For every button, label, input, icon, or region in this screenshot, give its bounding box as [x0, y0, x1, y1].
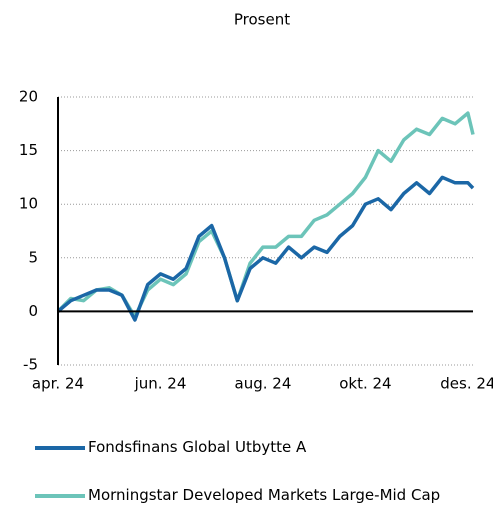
legend-label: Morningstar Developed Markets Large-Mid …: [88, 486, 441, 504]
chart: Prosent -5 0 5 10 15 20 apr. 24 jun. 24 aug. 24 o…: [19, 11, 493, 393]
x-tick-label: apr. 24: [32, 375, 84, 393]
legend-swatch: [35, 494, 85, 498]
series-line: [56, 175, 475, 322]
x-tick-label: des. 24: [440, 375, 493, 393]
chart-title: Prosent: [234, 11, 290, 29]
y-tick-label: 10: [19, 195, 38, 213]
legend-swatch: [35, 446, 85, 450]
x-tick-label: jun. 24: [134, 375, 187, 393]
y-tick-label: 20: [19, 88, 38, 106]
legend-item: Morningstar Developed Markets Large-Mid …: [35, 486, 485, 504]
y-tick-label: -5: [23, 356, 38, 374]
x-tick-label: aug. 24: [235, 375, 292, 393]
series-line: [56, 111, 475, 319]
legend-label: Fondsfinans Global Utbytte A: [88, 438, 307, 456]
y-tick-label: 15: [19, 141, 38, 159]
y-tick-label: 5: [28, 248, 38, 266]
legend-item: Fondsfinans Global Utbytte A: [35, 438, 485, 456]
y-tick-label: 0: [28, 302, 38, 320]
x-tick-label: okt. 24: [339, 375, 391, 393]
